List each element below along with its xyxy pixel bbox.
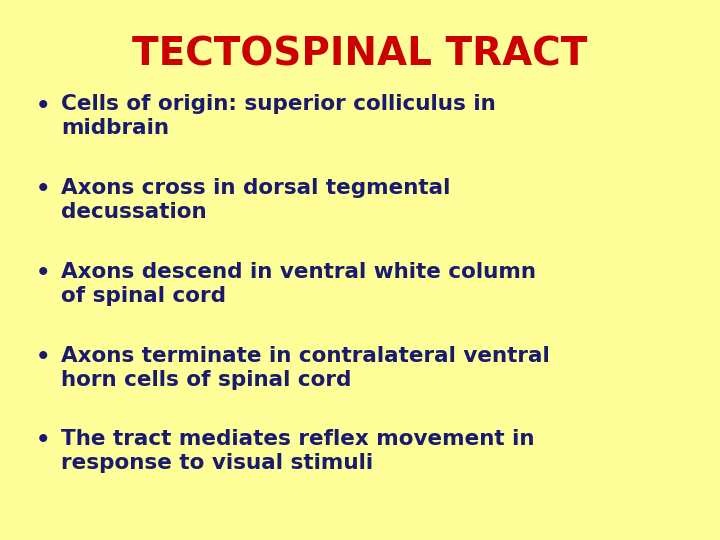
Text: Cells of origin: superior colliculus in
midbrain: Cells of origin: superior colliculus in …: [61, 94, 496, 138]
Text: Axons cross in dorsal tegmental
decussation: Axons cross in dorsal tegmental decussat…: [61, 178, 451, 222]
Text: Axons terminate in contralateral ventral
horn cells of spinal cord: Axons terminate in contralateral ventral…: [61, 346, 550, 389]
Text: •: •: [36, 429, 50, 453]
Text: The tract mediates reflex movement in
response to visual stimuli: The tract mediates reflex movement in re…: [61, 429, 535, 473]
Text: •: •: [36, 262, 50, 285]
Text: •: •: [36, 178, 50, 201]
Text: Axons descend in ventral white column
of spinal cord: Axons descend in ventral white column of…: [61, 262, 536, 306]
Text: •: •: [36, 94, 50, 118]
Text: TECTOSPINAL TRACT: TECTOSPINAL TRACT: [132, 35, 588, 73]
Text: •: •: [36, 346, 50, 369]
